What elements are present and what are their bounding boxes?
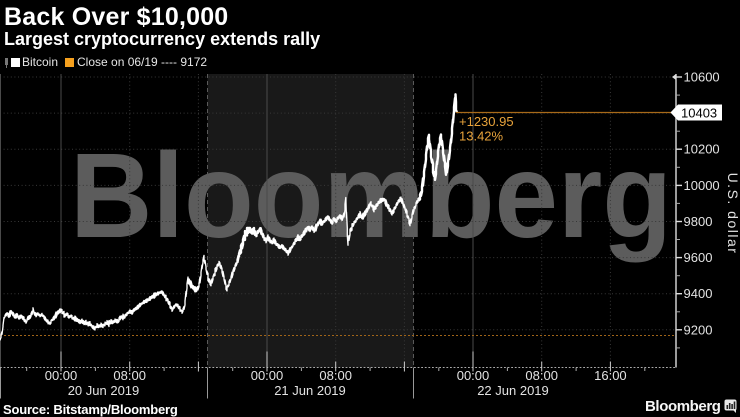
svg-text:08:00: 08:00 bbox=[319, 368, 352, 383]
svg-text:+1230.95: +1230.95 bbox=[459, 114, 514, 129]
svg-text:9800: 9800 bbox=[684, 214, 713, 229]
svg-text:Bloomberg: Bloomberg bbox=[70, 127, 672, 263]
svg-text:08:00: 08:00 bbox=[113, 368, 146, 383]
svg-text:21 Jun 2019: 21 Jun 2019 bbox=[274, 383, 346, 398]
svg-text:10200: 10200 bbox=[684, 142, 720, 157]
svg-text:9200: 9200 bbox=[684, 322, 713, 337]
svg-text:10600: 10600 bbox=[684, 70, 720, 85]
svg-text:9400: 9400 bbox=[684, 286, 713, 301]
svg-text:9600: 9600 bbox=[684, 250, 713, 265]
svg-text:16:00: 16:00 bbox=[594, 368, 627, 383]
svg-text:13.42%: 13.42% bbox=[459, 129, 504, 144]
svg-text:U.S. dollar: U.S. dollar bbox=[725, 173, 740, 255]
svg-text:00:00: 00:00 bbox=[457, 368, 490, 383]
svg-text:00:00: 00:00 bbox=[45, 368, 78, 383]
svg-text:00:00: 00:00 bbox=[251, 368, 284, 383]
svg-text:22 Jun 2019: 22 Jun 2019 bbox=[477, 383, 549, 398]
svg-text:20 Jun 2019: 20 Jun 2019 bbox=[68, 383, 140, 398]
svg-text:10000: 10000 bbox=[684, 178, 720, 193]
svg-text:10403: 10403 bbox=[681, 106, 717, 121]
svg-text:08:00: 08:00 bbox=[525, 368, 558, 383]
